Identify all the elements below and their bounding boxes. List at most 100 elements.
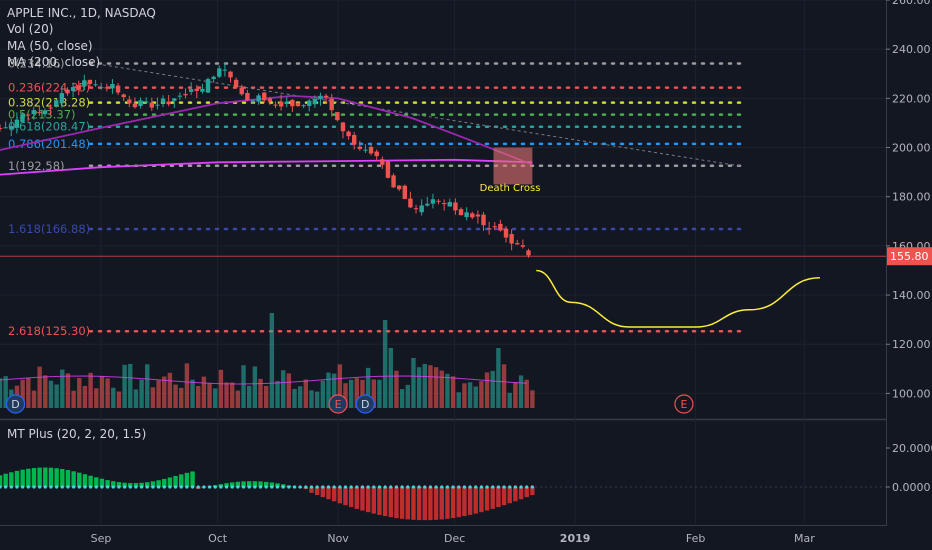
candle-body [121, 94, 126, 98]
volume-bar [275, 380, 280, 408]
ma50-legend[interactable]: MA (50, close) [7, 38, 93, 53]
candle-body [470, 213, 475, 218]
osc-zero-dot [60, 485, 64, 489]
osc-zero-dot [100, 485, 104, 489]
fib-level-label: 1(192.58) [8, 159, 65, 173]
osc-zero-dot [156, 485, 161, 489]
osc-zero-dot [139, 485, 144, 489]
osc-zero-dot [343, 485, 348, 489]
candle-body [273, 104, 278, 106]
candle-body [419, 205, 424, 213]
candle-body [222, 69, 228, 71]
osc-zero-dot [292, 485, 297, 489]
osc-zero-dot [26, 485, 30, 489]
symbol-title[interactable]: APPLE INC., 1D, NASDAQ [7, 6, 156, 20]
osc-zero-dot [491, 485, 495, 489]
osc-zero-dot [338, 485, 342, 489]
candle-body [132, 103, 138, 108]
candle-body [481, 214, 486, 226]
osc-zero-dot [83, 485, 87, 489]
candle-body [3, 127, 8, 129]
volume-bar [507, 392, 512, 408]
volume-bar [145, 364, 150, 408]
fib-level-label: 0.786(201.48) [8, 137, 90, 151]
volume-bar [365, 367, 371, 408]
y-tick-label: 260.00 [892, 0, 931, 7]
osc-histogram-bar [456, 487, 461, 518]
osc-histogram-bar [241, 481, 246, 487]
osc-zero-dot [106, 485, 110, 489]
candle-body [464, 212, 469, 218]
osc-zero-dot [32, 485, 36, 489]
event-marker-label: D [361, 398, 369, 411]
osc-histogram-bar [190, 471, 195, 487]
candle-body [368, 146, 374, 154]
candle-body [396, 185, 402, 190]
osc-histogram-bar [128, 483, 133, 487]
candle-body [200, 88, 205, 92]
candle-body [82, 80, 87, 87]
osc-zero-dot [406, 485, 410, 489]
candle-body [520, 245, 526, 247]
y-tick-label: 180.00 [892, 191, 931, 204]
volume-bar [235, 390, 241, 408]
osc-zero-dot [21, 485, 25, 489]
candle-body [475, 214, 481, 217]
volume-bar [445, 373, 450, 408]
ma200-legend[interactable]: MA (200, close) [7, 54, 101, 69]
candle-body [70, 87, 76, 91]
osc-histogram-bar [524, 487, 529, 498]
osc-histogram-bar [0, 475, 3, 487]
osc-histogram-bar [405, 487, 410, 520]
osc-zero-dot [151, 485, 155, 489]
osc-zero-dot [502, 485, 506, 489]
osc-zero-dot [224, 485, 229, 489]
osc-zero-dot [417, 485, 421, 489]
osc-zero-dot [94, 485, 98, 489]
osc-histogram-bar [496, 487, 501, 508]
osc-zero-dot [0, 485, 2, 489]
candle-body [31, 110, 36, 115]
osc-zero-dot [207, 485, 212, 489]
osc-histogram-bar [530, 487, 535, 495]
osc-histogram-bar [82, 474, 88, 487]
volume-bar [60, 369, 65, 408]
osc-histogram-bar [65, 470, 71, 487]
volume-bar [297, 386, 303, 408]
osc-histogram-bar [518, 487, 524, 500]
candle-body [99, 87, 104, 89]
osc-zero-dot [309, 485, 314, 489]
volume-bar [411, 358, 416, 408]
candle-body [458, 209, 464, 216]
osc-zero-dot [190, 485, 195, 489]
volume-bar [360, 379, 365, 408]
death-cross-box [493, 147, 533, 185]
osc-histogram-bar [314, 487, 320, 495]
candle-body [503, 228, 509, 238]
volume-bar [173, 384, 178, 408]
osc-zero-dot [423, 485, 427, 489]
volume-legend[interactable]: Vol (20) [7, 22, 54, 37]
osc-tick-label: 20.0000 [892, 442, 932, 455]
osc-zero-dot [202, 485, 206, 489]
volume-bar [139, 379, 144, 408]
candle-body [436, 200, 441, 202]
volume-bar [3, 376, 8, 408]
osc-zero-dot [474, 485, 478, 489]
candle-body [110, 84, 115, 89]
osc-zero-dot [122, 485, 127, 489]
candle-body [295, 102, 301, 107]
osc-zero-dot [485, 485, 489, 489]
volume-bar [213, 388, 218, 408]
candle-body [188, 89, 194, 92]
volume-bar [162, 376, 167, 408]
candle-body [217, 68, 222, 77]
osc-histogram-bar [507, 487, 512, 504]
osc-histogram-bar [150, 481, 156, 487]
candle-body [486, 228, 492, 230]
candle-body [183, 93, 188, 96]
osc-zero-dot [4, 485, 8, 489]
oscillator-legend[interactable]: MT Plus (20, 2, 20, 1.5) [7, 427, 147, 441]
